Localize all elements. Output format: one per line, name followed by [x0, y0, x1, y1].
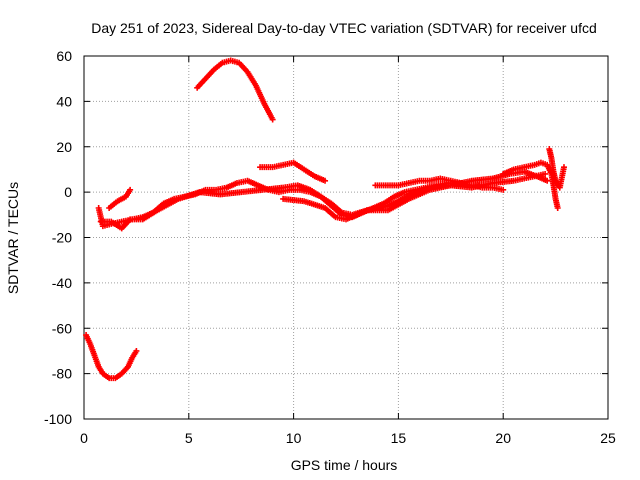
- data-point: [269, 116, 276, 123]
- y-tick-label: 40: [56, 93, 72, 109]
- data-marks: [83, 57, 567, 382]
- data-point: [542, 170, 549, 177]
- data-point: [560, 164, 567, 171]
- data-point: [544, 177, 551, 184]
- axis-ticks: 0 5 10 15 20 25 -100 -80 -60 -40 -20 0 20 40 60: [44, 48, 616, 446]
- y-tick-label: -40: [52, 275, 72, 291]
- x-tick-label: 25: [600, 430, 616, 446]
- data-point: [133, 347, 140, 354]
- data-point: [127, 186, 134, 193]
- y-tick-label: -60: [52, 320, 72, 336]
- y-tick-label: -20: [52, 230, 72, 246]
- y-tick-label: 0: [64, 184, 72, 200]
- y-tick-label: 20: [56, 139, 72, 155]
- data-point: [500, 186, 507, 193]
- y-tick-label: 60: [56, 48, 72, 64]
- x-tick-label: 20: [495, 430, 511, 446]
- y-tick-label: -100: [44, 411, 72, 427]
- x-tick-label: 5: [185, 430, 193, 446]
- grid: [84, 56, 608, 419]
- x-axis-label: GPS time / hours: [291, 457, 398, 473]
- x-tick-label: 10: [286, 430, 302, 446]
- data-point: [322, 177, 329, 184]
- y-tick-label: -80: [52, 366, 72, 382]
- chart-title: Day 251 of 2023, Sidereal Day-to-day VTE…: [91, 20, 597, 36]
- x-tick-label: 0: [80, 430, 88, 446]
- x-tick-label: 15: [391, 430, 407, 446]
- data-point: [554, 205, 561, 212]
- y-axis-label: SDTVAR / TECUs: [5, 182, 21, 294]
